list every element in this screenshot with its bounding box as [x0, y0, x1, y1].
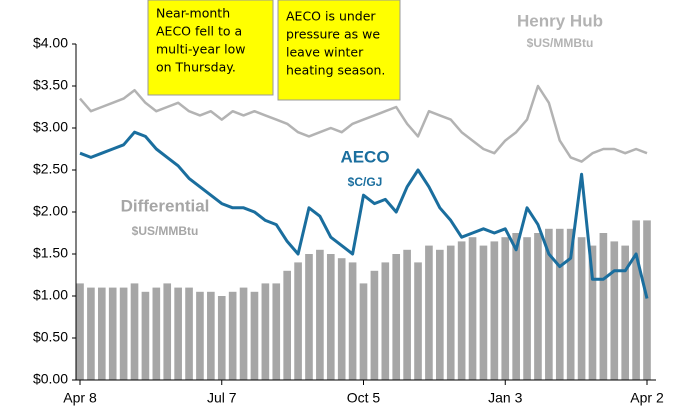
bar: [316, 249, 324, 380]
series-label: AECO: [340, 147, 389, 166]
bar: [348, 262, 357, 380]
series-unit: $US/MMBtu: [132, 224, 199, 238]
bar: [621, 245, 630, 380]
bar: [414, 262, 422, 380]
bar: [392, 254, 401, 380]
bar: [119, 287, 128, 380]
y-tick-label: $0.50: [33, 329, 68, 345]
bar: [272, 283, 281, 380]
bar: [359, 283, 368, 380]
x-tick-label: Oct 5: [347, 390, 381, 406]
bar: [337, 258, 346, 380]
y-tick-label: $0.00: [33, 371, 68, 387]
bar: [207, 291, 215, 380]
bar: [283, 270, 291, 380]
annotation-text: leave winter: [286, 45, 364, 60]
annotation-box: [277, 0, 401, 101]
bar: [425, 245, 433, 380]
series-unit: $C/GJ: [348, 175, 383, 189]
bar: [370, 270, 379, 380]
bar: [588, 245, 597, 380]
y-tick-label: $1.00: [33, 287, 68, 303]
bar: [108, 287, 117, 380]
series-unit: $US/MMBtu: [527, 36, 594, 50]
y-tick-label: $1.50: [33, 245, 68, 261]
x-tick-label: Jan 3: [488, 390, 522, 406]
x-tick-label: Jul 7: [207, 390, 237, 406]
annotation-text: on Thursday.: [156, 60, 236, 75]
bar: [217, 296, 226, 380]
bar: [512, 233, 520, 380]
bar: [185, 287, 193, 380]
bar: [174, 287, 182, 380]
y-tick-label: $2.50: [33, 161, 68, 177]
annotation-text: AECO fell to a: [156, 24, 242, 39]
annotation-text: multi-year low: [156, 42, 245, 57]
bar: [403, 249, 411, 380]
bar: [163, 283, 172, 380]
annotation-text: pressure as we: [286, 27, 380, 42]
bar: [381, 262, 390, 380]
bar: [436, 249, 444, 380]
x-tick-label: Apr 2: [630, 390, 664, 406]
y-tick-label: $3.00: [33, 119, 68, 135]
series-label: Henry Hub: [517, 11, 603, 30]
bar: [545, 228, 553, 380]
line-series: [79, 130, 649, 299]
bar: [523, 237, 531, 380]
bar: [141, 291, 150, 380]
bar: [599, 233, 608, 380]
annotation-text: Near-month: [156, 6, 230, 21]
bar: [261, 283, 270, 380]
line-series: [79, 84, 648, 163]
annotation-text: heating season.: [286, 63, 385, 78]
bar: [610, 241, 619, 380]
bar: [294, 262, 302, 380]
bar: [643, 220, 651, 380]
annotation-box: [147, 0, 274, 96]
bar: [326, 254, 335, 380]
bar: [76, 283, 84, 380]
bar: [446, 245, 455, 380]
bar: [501, 237, 510, 380]
bar: [457, 241, 466, 380]
bar: [130, 283, 139, 380]
bar: [577, 237, 586, 380]
y-tick-label: $3.50: [33, 77, 68, 93]
series-label: Differential: [121, 196, 210, 215]
bar: [490, 241, 499, 380]
y-tick-label: $4.00: [33, 35, 68, 51]
annotation-text: AECO is under: [286, 9, 376, 24]
x-tick-label: Apr 8: [63, 390, 97, 406]
bar: [534, 233, 542, 380]
bar: [228, 291, 237, 380]
bar: [97, 287, 106, 380]
bar: [87, 287, 95, 380]
bar: [152, 287, 161, 380]
bar: [250, 291, 259, 380]
bar: [239, 287, 248, 380]
bar: [468, 237, 477, 380]
bar: [305, 254, 313, 380]
bar: [479, 245, 488, 380]
bar: [632, 220, 640, 380]
bar: [196, 291, 204, 380]
bar: [566, 228, 575, 380]
bar: [555, 228, 564, 380]
y-tick-label: $2.00: [33, 203, 68, 219]
